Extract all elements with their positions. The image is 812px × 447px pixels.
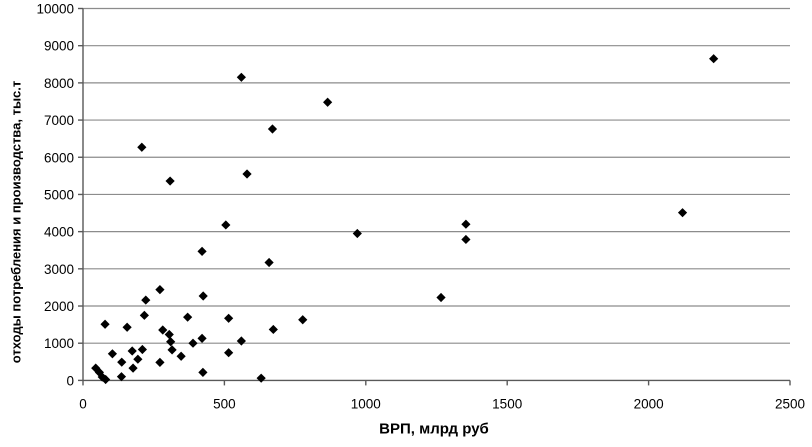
y-tick-label-7000: 7000 <box>44 113 74 128</box>
data-point-diamond <box>100 319 110 329</box>
data-point-diamond <box>101 374 111 385</box>
data-point-diamond <box>133 354 143 364</box>
data-point-diamond <box>165 176 175 186</box>
y-tick-label-10000: 10000 <box>36 2 74 17</box>
x-axis-title: ВРП, млрд руб <box>379 420 489 438</box>
data-point-diamond <box>224 348 234 358</box>
data-point-diamond <box>155 285 165 295</box>
x-tick-label-2500: 2500 <box>775 396 805 411</box>
data-point-diamond <box>183 312 193 322</box>
data-point-diamond <box>141 295 151 305</box>
data-point-diamond <box>198 291 208 301</box>
data-point-diamond <box>167 345 177 355</box>
data-point-diamond <box>155 357 165 367</box>
data-point-diamond <box>137 344 147 355</box>
y-tick-label-6000: 6000 <box>44 150 74 165</box>
data-point-diamond <box>221 220 231 230</box>
x-tick-label-1500: 1500 <box>492 396 522 411</box>
data-point-diamond <box>94 367 105 378</box>
data-point-diamond <box>116 372 127 382</box>
data-point-diamond <box>677 208 688 218</box>
data-point-diamond <box>128 363 138 373</box>
data-point-diamond <box>224 313 234 323</box>
data-point-diamond <box>461 234 471 245</box>
data-point-diamond <box>139 310 149 320</box>
data-point-diamond <box>158 325 168 335</box>
data-point-diamond <box>256 373 266 383</box>
y-tick-label-1000: 1000 <box>44 336 74 351</box>
data-point-diamond <box>461 219 471 229</box>
data-point-diamond <box>176 351 186 361</box>
data-point-diamond <box>91 363 101 373</box>
data-point-diamond <box>436 292 446 303</box>
x-tick-label-1000: 1000 <box>351 396 381 411</box>
data-point-diamond <box>267 124 278 134</box>
y-tick-label-3000: 3000 <box>44 262 74 277</box>
data-point-diamond <box>137 142 147 152</box>
y-tick-label-2000: 2000 <box>44 299 74 314</box>
y-tick-label-0: 0 <box>66 373 74 388</box>
data-point-diamond <box>97 372 107 382</box>
y-axis-title: отходы потребления и производства, тыс.т <box>8 80 24 364</box>
y-tick-label-4000: 4000 <box>44 225 74 240</box>
data-point-diamond <box>164 329 174 340</box>
data-point-diamond <box>107 349 118 359</box>
data-point-diamond <box>236 336 246 346</box>
data-point-diamond <box>188 338 198 348</box>
data-point-diamond <box>298 315 308 325</box>
data-point-diamond <box>198 367 208 378</box>
data-point-diamond <box>166 337 176 347</box>
data-point-diamond <box>264 257 274 268</box>
data-point-diamond <box>127 346 137 356</box>
x-tick-label-500: 500 <box>213 396 236 411</box>
y-tick-label-9000: 9000 <box>44 39 74 54</box>
data-point-diamond <box>352 228 362 239</box>
x-tick-label-0: 0 <box>79 396 87 411</box>
data-point-diamond <box>197 246 207 256</box>
x-tick-label-2000: 2000 <box>634 396 664 411</box>
data-point-diamond <box>117 357 127 367</box>
data-point-diamond <box>323 97 333 107</box>
data-point-diamond <box>122 322 132 332</box>
data-point-diamond <box>236 72 246 82</box>
y-tick-label-8000: 8000 <box>44 76 74 91</box>
data-point-diamond <box>197 333 207 343</box>
data-point-diamond <box>268 324 278 335</box>
data-point-diamond <box>709 54 719 64</box>
data-point-diamond <box>242 169 252 179</box>
y-tick-label-5000: 5000 <box>44 187 74 202</box>
